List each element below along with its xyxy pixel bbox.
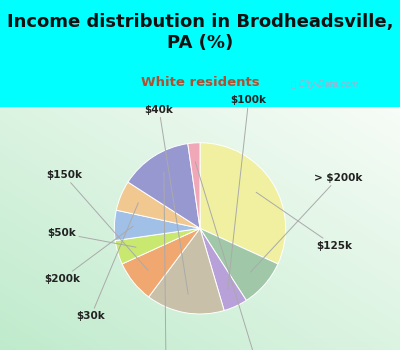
Text: White residents: White residents <box>141 76 259 89</box>
Text: ⓘ City-Data.com: ⓘ City-Data.com <box>291 79 358 89</box>
Wedge shape <box>122 229 200 297</box>
Text: $200k: $200k <box>44 226 133 284</box>
Wedge shape <box>188 143 200 229</box>
Wedge shape <box>116 182 200 229</box>
Wedge shape <box>200 229 246 310</box>
Text: Income distribution in Brodheadsville,
PA (%): Income distribution in Brodheadsville, P… <box>7 13 393 52</box>
Text: $100k: $100k <box>228 95 267 289</box>
Wedge shape <box>200 229 278 300</box>
Wedge shape <box>128 144 200 229</box>
Wedge shape <box>114 210 200 240</box>
Text: $75k: $75k <box>152 172 180 350</box>
Text: > $200k: > $200k <box>250 173 362 272</box>
Text: $30k: $30k <box>77 203 138 321</box>
Wedge shape <box>115 229 200 264</box>
Text: $125k: $125k <box>256 192 352 251</box>
Text: $50k: $50k <box>48 228 136 247</box>
Wedge shape <box>149 229 224 314</box>
Text: $150k: $150k <box>46 170 148 270</box>
Wedge shape <box>200 143 286 264</box>
Text: $40k: $40k <box>145 105 188 294</box>
Text: $60k: $60k <box>195 162 271 350</box>
